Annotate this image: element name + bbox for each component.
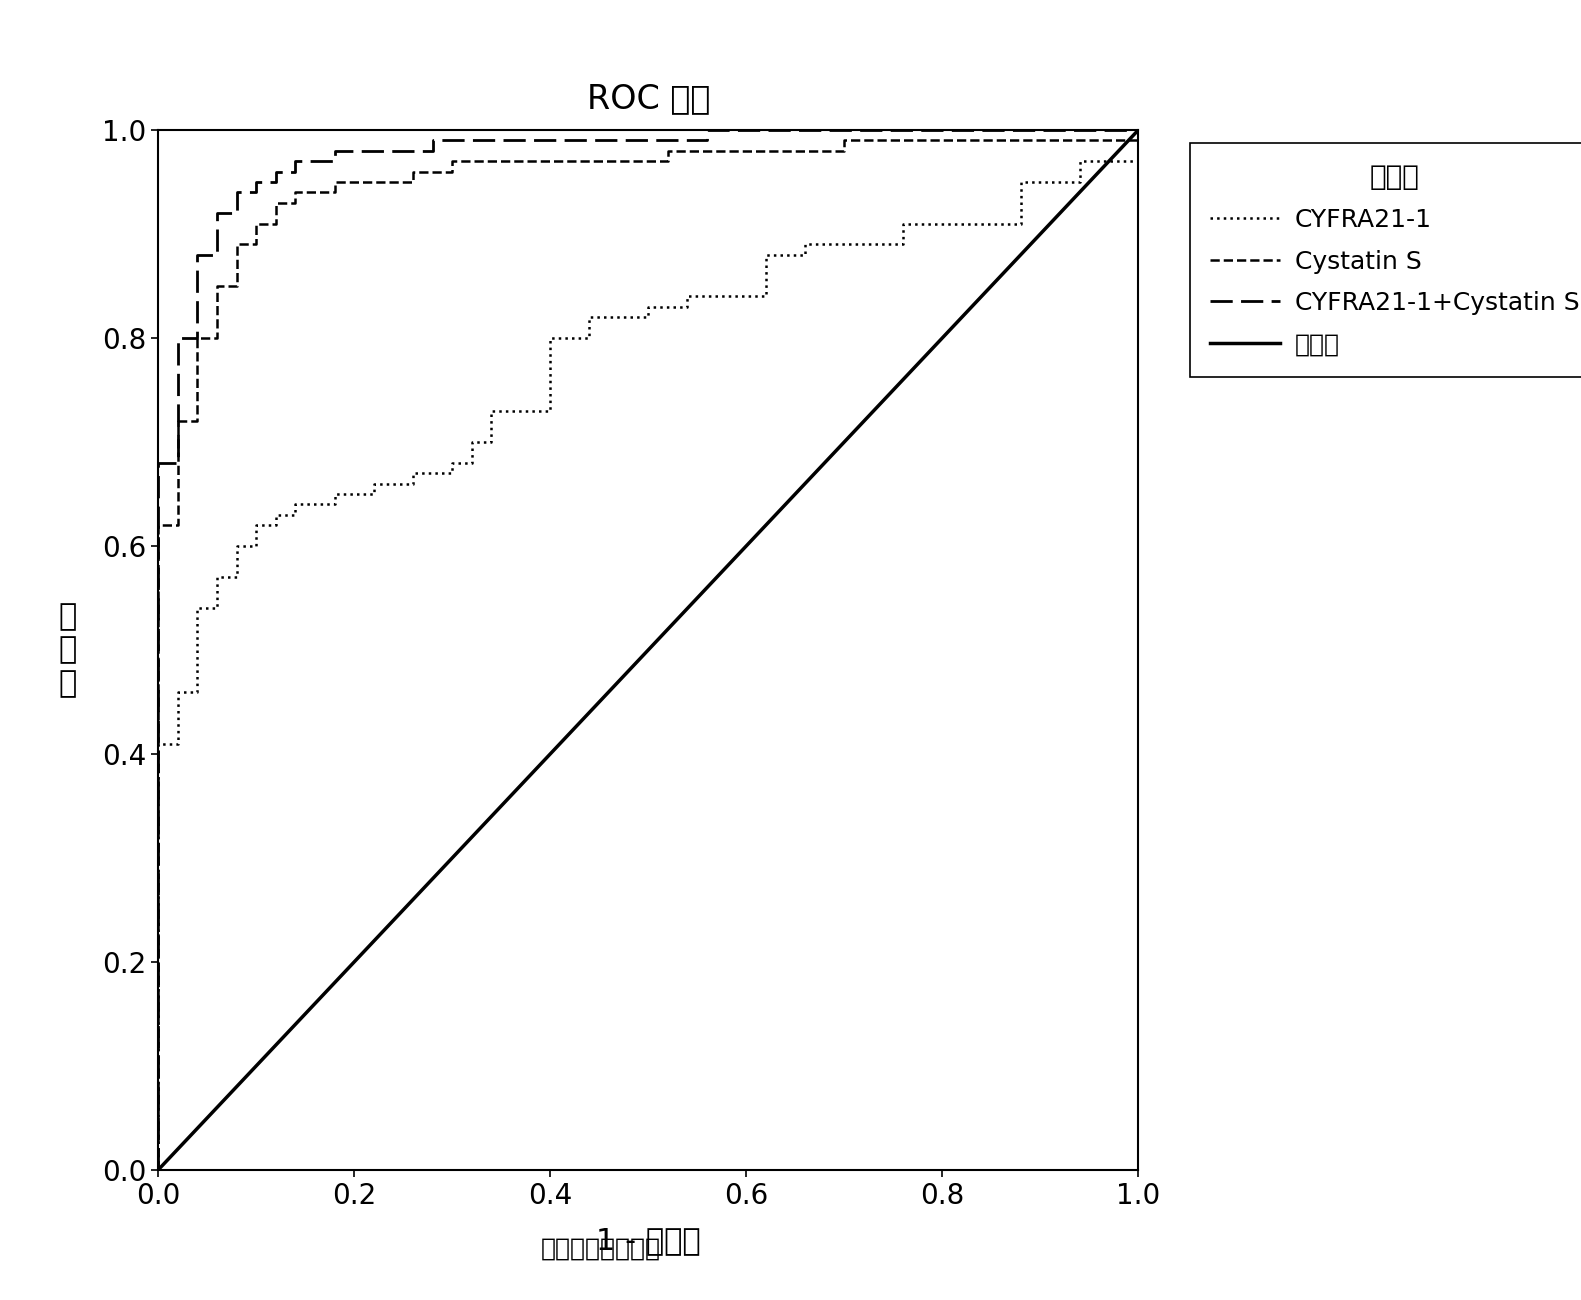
Y-axis label: 敏
感
度: 敏 感 度 xyxy=(58,602,76,698)
X-axis label: 1 - 特异性: 1 - 特异性 xyxy=(596,1226,700,1256)
Text: 结生成的对角段。: 结生成的对角段。 xyxy=(541,1238,661,1261)
Title: ROC 曲线: ROC 曲线 xyxy=(587,82,710,114)
Legend: CYFRA21-1, Cystatin S, CYFRA21-1+Cystatin S, 参考线: CYFRA21-1, Cystatin S, CYFRA21-1+Cystati… xyxy=(1190,143,1581,377)
